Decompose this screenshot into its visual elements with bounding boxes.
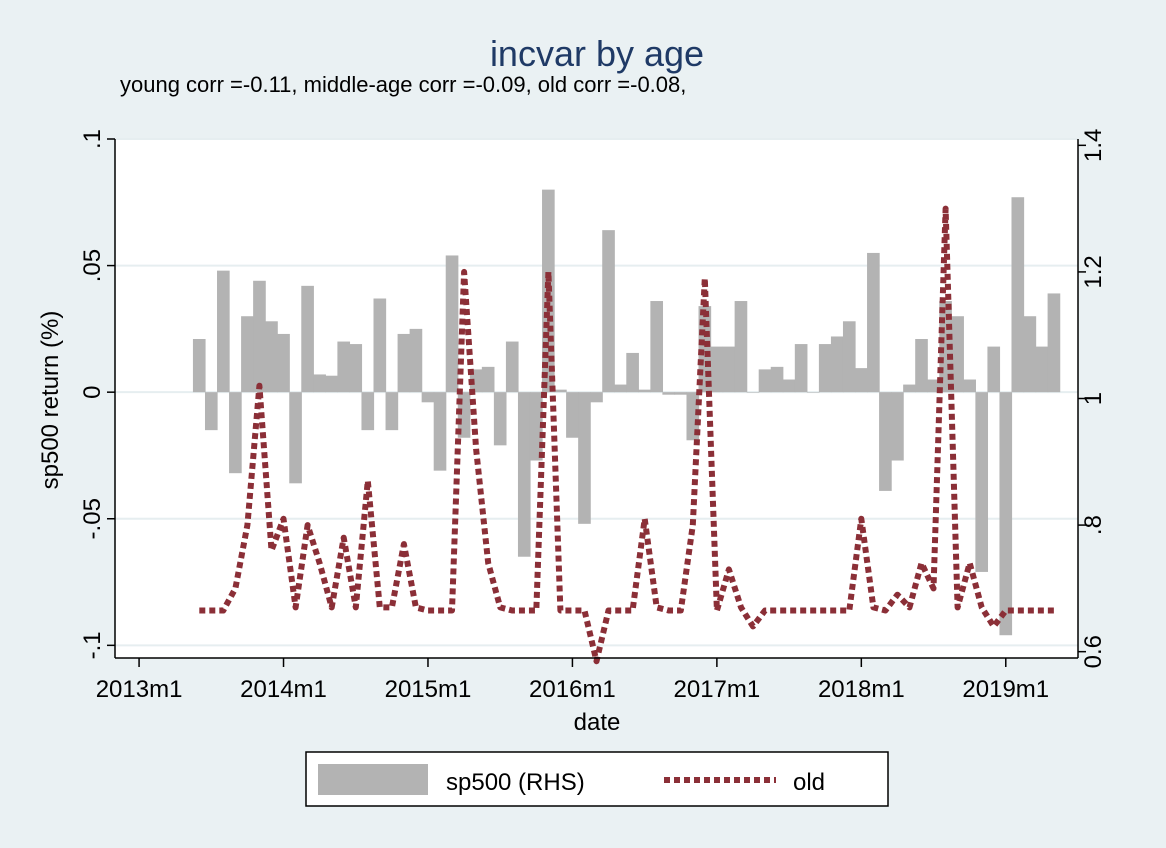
bar-58 [891, 392, 904, 461]
bar-43 [710, 346, 724, 393]
x-tick-label-1: 2014m1 [240, 676, 327, 703]
bar-47 [758, 369, 772, 393]
bar-10 [313, 374, 326, 393]
bar-44 [722, 346, 736, 393]
x-tick-label-5: 2018m1 [818, 676, 905, 703]
y-right-tick-label-4: 1.4 [1080, 129, 1107, 162]
bar-4 [241, 316, 254, 393]
y-left-tick-label-0: -.1 [79, 631, 106, 659]
bar-19 [421, 392, 435, 403]
bar-59 [903, 384, 916, 393]
bar-42 [698, 306, 712, 393]
bar-63 [951, 316, 964, 393]
y-axis-left-label: sp500 return (%) [37, 311, 64, 490]
bar-68 [1011, 197, 1025, 393]
bar-50 [794, 344, 808, 393]
bar-64 [963, 379, 976, 393]
bar-27 [517, 392, 531, 557]
old-line-group [199, 205, 1054, 665]
bar-38 [650, 301, 664, 393]
bar-60 [915, 339, 928, 393]
x-axis-label: date [574, 709, 621, 736]
bar-6 [265, 321, 278, 393]
bar-0 [192, 339, 206, 393]
bar-69 [1023, 316, 1037, 393]
bar-25 [493, 392, 507, 446]
bar-51 [806, 392, 820, 393]
y-right-tick-label-0: 0.6 [1080, 635, 1107, 668]
bar-1 [204, 392, 218, 431]
y-right-tick-label-3: 1.2 [1080, 255, 1107, 288]
bar-34 [602, 230, 615, 393]
bar-18 [409, 328, 423, 393]
bar-46 [746, 392, 760, 393]
bar-8 [289, 392, 302, 484]
bar-3 [229, 392, 242, 474]
bar-16 [385, 392, 399, 431]
bar-56 [867, 252, 880, 393]
bar-52 [818, 344, 832, 393]
bar-30 [554, 389, 567, 393]
bar-26 [505, 341, 519, 393]
bar-40 [674, 392, 688, 395]
x-tick-label-3: 2016m1 [529, 676, 616, 703]
bar-13 [349, 344, 363, 393]
y-left-tick-label-1: -.05 [79, 498, 106, 539]
x-tick-label-0: 2013m1 [96, 676, 183, 703]
y-left-tick-label-4: .1 [79, 129, 106, 149]
bar-49 [782, 379, 796, 393]
chart-subtitle: young corr =-0.11, middle-age corr =-0.0… [120, 72, 686, 97]
old-line [199, 205, 1054, 665]
bar-31 [566, 392, 579, 438]
bar-61 [927, 379, 940, 393]
y-right-tick-label-2: 1 [1080, 392, 1107, 405]
bar-23 [469, 369, 483, 393]
legend-swatch-sp500 [318, 764, 428, 795]
bar-37 [638, 389, 651, 393]
bar-53 [830, 336, 844, 393]
bar-9 [301, 285, 314, 393]
y-left-tick-label-2: 0 [79, 385, 106, 398]
legend: sp500 (RHS) old [305, 751, 889, 807]
bar-45 [734, 301, 748, 393]
legend-label-sp500: sp500 (RHS) [446, 769, 585, 796]
chart-title: incvar by age [490, 33, 704, 74]
bar-36 [626, 352, 639, 393]
bar-67 [999, 392, 1013, 636]
bar-66 [987, 346, 1001, 393]
bar-39 [662, 392, 676, 395]
bar-15 [373, 298, 387, 393]
bar-32 [578, 392, 591, 524]
bar-24 [481, 366, 495, 393]
bar-33 [590, 392, 603, 403]
bar-35 [614, 384, 627, 393]
bar-57 [879, 392, 892, 491]
bar-7 [277, 333, 290, 393]
y-right-tick-label-1: .8 [1080, 515, 1107, 535]
bar-70 [1035, 346, 1049, 393]
bar-17 [397, 333, 411, 393]
axes: -.1 -.05 0 .05 .1 0.6 .8 1 1.2 1.4 2013m1 2014m1 201… [79, 129, 1107, 703]
bar-14 [361, 392, 375, 431]
bar-55 [855, 368, 868, 393]
x-tick-label-2: 2015m1 [385, 676, 472, 703]
bar-65 [975, 392, 989, 572]
legend-label-old: old [793, 769, 825, 796]
bar-12 [337, 341, 351, 393]
x-tick-label-4: 2017m1 [674, 676, 761, 703]
x-tick-label-6: 2019m1 [962, 676, 1049, 703]
bar-5 [253, 280, 266, 393]
sp500-bars [192, 189, 1061, 636]
bar-54 [842, 321, 856, 393]
bar-21 [445, 255, 459, 393]
bar-2 [217, 270, 230, 393]
bar-20 [433, 392, 447, 471]
bar-11 [325, 375, 338, 393]
bar-48 [770, 366, 784, 393]
bar-71 [1047, 293, 1061, 393]
y-left-tick-label-3: .05 [79, 249, 106, 282]
